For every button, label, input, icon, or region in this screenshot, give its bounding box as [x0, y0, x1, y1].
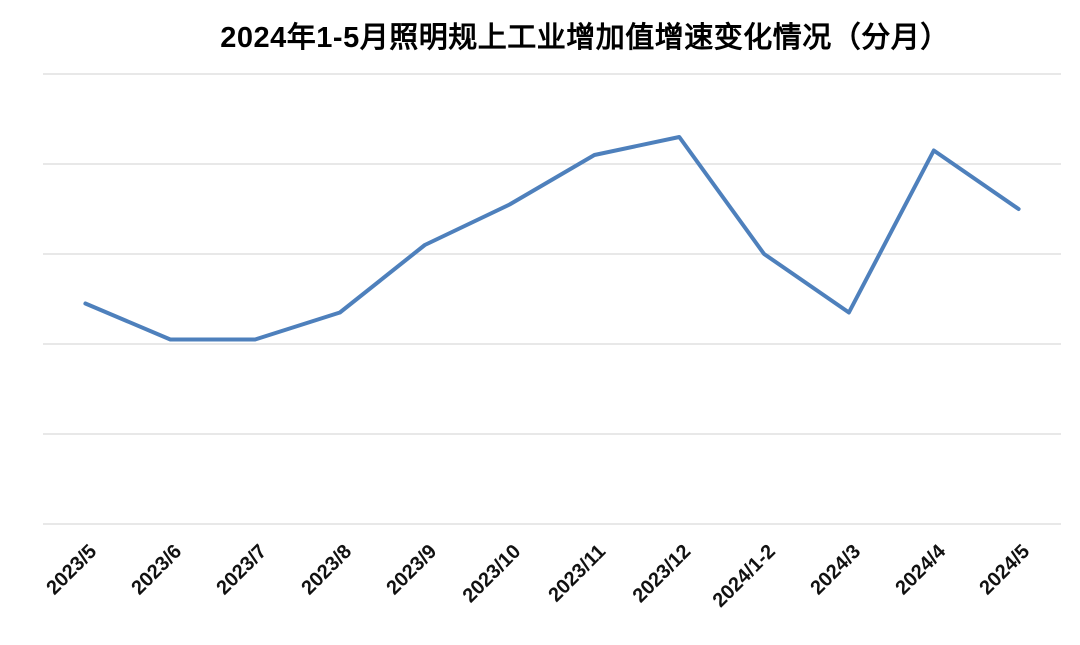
gridlines	[43, 73, 1061, 525]
series-line	[83, 135, 1021, 342]
chart-title: 2024年1-5月照明规上工业增加值增速变化情况（分月）	[220, 22, 950, 54]
